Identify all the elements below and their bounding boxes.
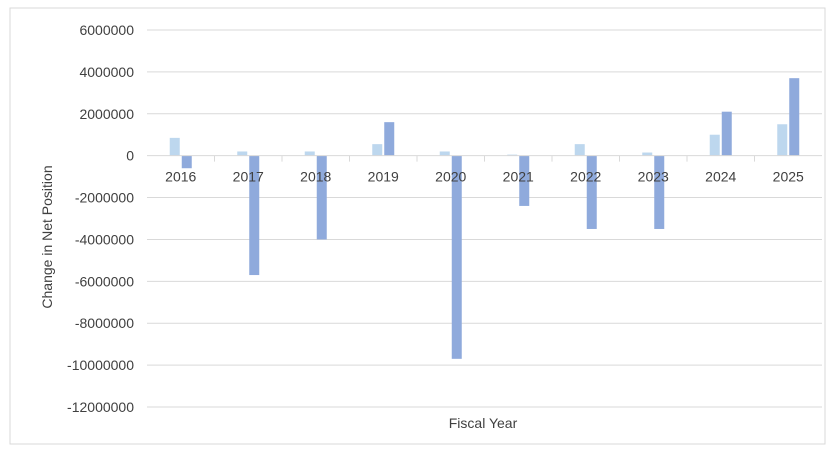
y-axis-ticks: 6000000 4000000 2000000 0 -2000000 -4000000 -6…: [67, 22, 134, 415]
y-axis-label: Change in Net Position: [39, 165, 55, 308]
bars: [169, 78, 800, 359]
x-tick-label: 2025: [773, 169, 804, 185]
y-tick-label: 4000000: [79, 64, 134, 80]
bar-2020-series-2: [451, 155, 462, 359]
x-tick-label: 2024: [705, 169, 736, 185]
y-tick-label: -4000000: [75, 231, 134, 247]
x-tick-label: 2021: [503, 169, 534, 185]
bar-2016-series-1: [169, 137, 180, 156]
bar-2024-series-1: [709, 134, 720, 156]
x-tick-label: 2019: [368, 169, 399, 185]
bar-2019-series-1: [372, 144, 383, 156]
x-tick-label: 2017: [233, 169, 264, 185]
bar-2017-series-1: [237, 151, 248, 156]
bar-2025-series-2: [789, 78, 800, 156]
x-tick-label: 2020: [435, 169, 466, 185]
y-tick-label: -10000000: [67, 357, 134, 373]
bar-2021-series-2: [519, 155, 530, 206]
chart-border: [9, 7, 826, 445]
bar-2025-series-1: [777, 124, 788, 156]
y-tick-label: -12000000: [67, 399, 134, 415]
y-tick-label: -8000000: [75, 315, 134, 331]
bar-2019-series-2: [384, 122, 395, 156]
bar-2018-series-1: [304, 151, 315, 156]
bar-2023-series-2: [654, 155, 665, 229]
bar-2022-series-1: [574, 144, 585, 156]
bar-2022-series-2: [586, 155, 597, 229]
bar-2018-series-2: [316, 155, 327, 240]
y-tick-label: 2000000: [79, 106, 134, 122]
x-tick-label: 2022: [570, 169, 601, 185]
x-tick-label: 2023: [638, 169, 669, 185]
bar-2017-series-2: [249, 155, 260, 276]
grid: [147, 29, 822, 408]
x-tick-label: 2018: [300, 169, 331, 185]
bar-2023-series-1: [642, 152, 653, 156]
bar-2020-series-1: [439, 151, 450, 156]
x-tick-label: 2016: [165, 169, 196, 185]
x-axis-label: Fiscal Year: [449, 415, 518, 431]
bar-2016-series-2: [181, 155, 192, 169]
bar-2024-series-2: [721, 111, 732, 156]
y-tick-label: -2000000: [75, 190, 134, 206]
bar-2021-series-1: [507, 154, 518, 156]
y-tick-label: 0: [126, 148, 134, 164]
x-axis-ticks: 2016 2017 2018 2019 2020 2021 2022 2023 2024 2025: [165, 155, 804, 185]
y-tick-label: 6000000: [79, 22, 134, 38]
y-tick-label: -6000000: [75, 273, 134, 289]
